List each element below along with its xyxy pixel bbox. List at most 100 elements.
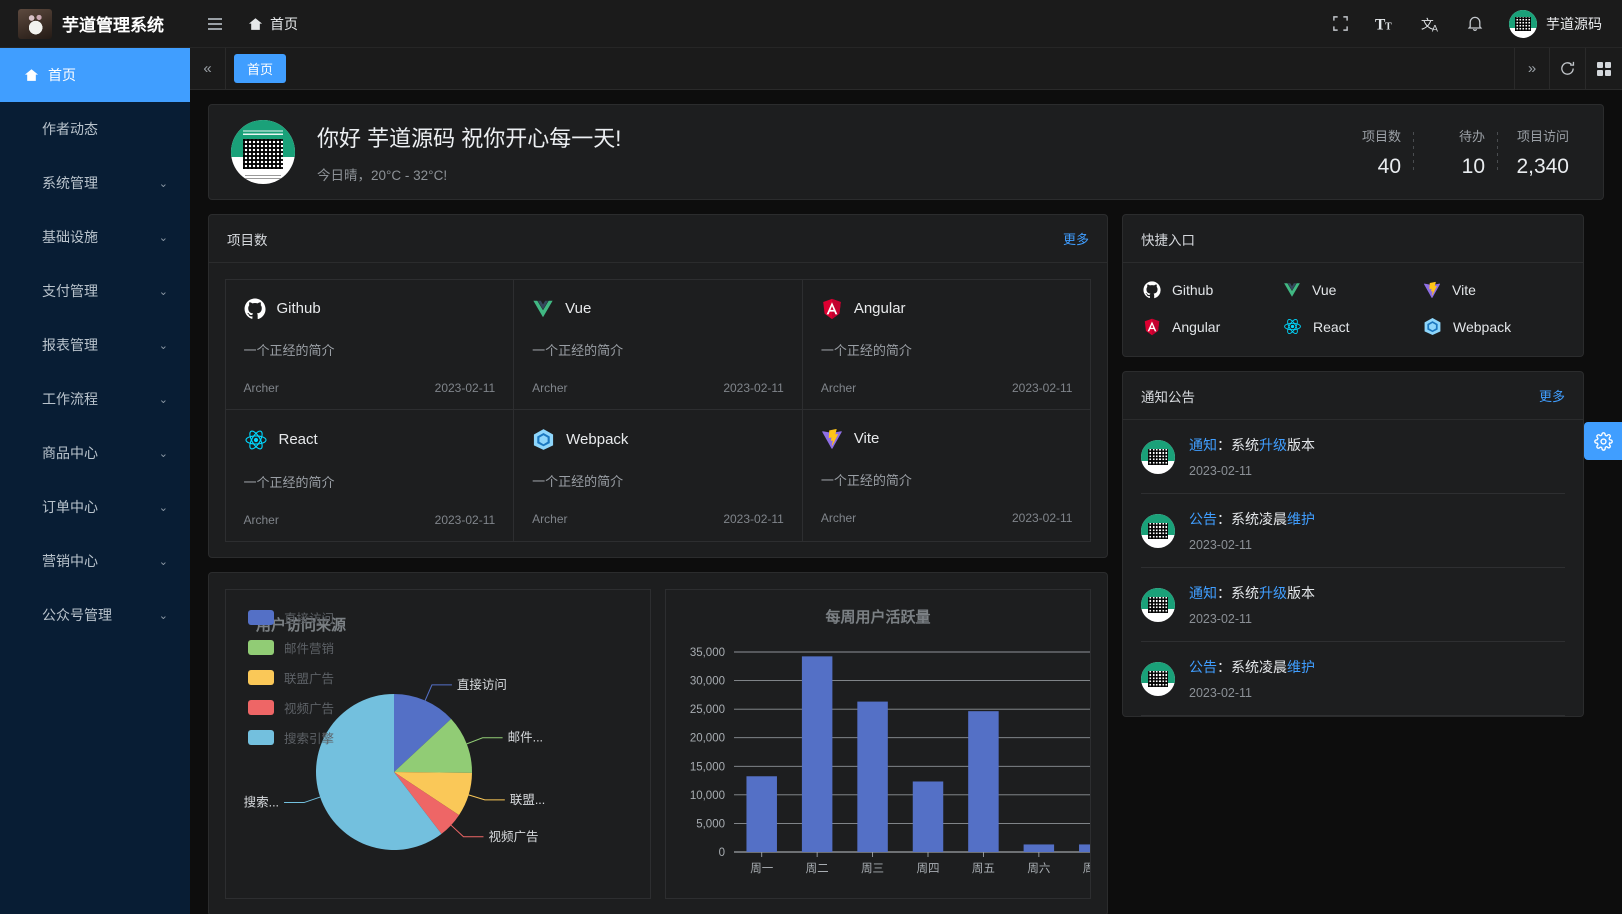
pie-slice-label: 搜索...: [244, 795, 279, 810]
legend-swatch: [248, 700, 274, 715]
notices-more-link[interactable]: 更多: [1538, 389, 1565, 404]
fullscreen-icon[interactable]: [1332, 15, 1349, 32]
bar[interactable]: [968, 711, 999, 852]
x-tick-label: 周五: [972, 862, 995, 875]
vue-icon: [532, 298, 554, 320]
list-item[interactable]: 公告：系统凌晨维护 2023-02-11: [1141, 494, 1565, 568]
bell-icon[interactable]: [1467, 15, 1483, 32]
pie-slice-label: 直接访问: [457, 677, 507, 692]
bar-chart[interactable]: 每周用户活跃量 0 5,000 10,000 15,000 20,000 25,000 30…: [665, 589, 1091, 899]
bar[interactable]: [1079, 844, 1091, 852]
notice-highlight: 升级: [1259, 437, 1287, 453]
pie-slice[interactable]: [394, 694, 452, 772]
notice-date: 2023-02-11: [1189, 464, 1253, 478]
y-tick-label: 30,000: [690, 676, 725, 688]
menu-collapse-icon[interactable]: [202, 12, 228, 36]
grid-icon[interactable]: [1586, 48, 1622, 89]
bar[interactable]: [1023, 844, 1055, 852]
legend-item: 搜索引擎: [248, 728, 334, 747]
sidebar-item-workflow[interactable]: 工作流程 ⌄: [0, 372, 190, 426]
panel-title: 快捷入口: [1141, 232, 1195, 248]
notice-prefix: 公告: [1189, 659, 1217, 675]
svg-text:T: T: [1375, 16, 1386, 33]
notice-sep: ：系统凌晨: [1217, 511, 1287, 527]
sidebar-item-official-account[interactable]: 公众号管理 ⌄: [0, 588, 190, 642]
tabs-scroll-left-icon[interactable]: «: [190, 48, 226, 89]
project-desc: 一个正经的简介: [820, 472, 912, 488]
legend-label: 视频广告: [284, 702, 335, 716]
project-name: Vite: [853, 430, 880, 447]
quick-entry-angular[interactable]: Angular: [1143, 317, 1283, 336]
project-card-github[interactable]: Github 一个正经的简介 Archer 2023-02-11: [224, 278, 515, 410]
quick-entry-label: Vite: [1452, 282, 1476, 298]
user-avatar-menu[interactable]: 芋道源码: [1509, 9, 1602, 38]
pie-slice[interactable]: [316, 694, 442, 850]
notices-header: 通知公告 更多: [1123, 372, 1583, 420]
refresh-icon[interactable]: [1550, 48, 1586, 89]
projects-more-link[interactable]: 更多: [1062, 232, 1089, 247]
app-logo-group[interactable]: 芋道管理系统: [0, 8, 190, 39]
sidebar-item-author-news[interactable]: 作者动态: [0, 102, 190, 156]
stat-todo: 待办 10: [1413, 126, 1497, 179]
bar[interactable]: [801, 656, 833, 852]
notice-suffix: 版本: [1287, 437, 1315, 453]
translate-icon[interactable]: 文 A: [1421, 15, 1441, 32]
quick-entry-vite[interactable]: Vite: [1423, 281, 1563, 299]
legend-swatch: [248, 640, 274, 655]
x-tick-label: 周日: [1083, 862, 1091, 875]
avatar: [1141, 439, 1175, 474]
chevron-down-icon: ⌄: [158, 285, 168, 298]
quick-entry-vue[interactable]: Vue: [1283, 281, 1423, 299]
chevron-down-icon: ⌄: [158, 231, 168, 244]
notice-sep: ：系统: [1217, 437, 1259, 453]
sidebar-item-order-center[interactable]: 订单中心 ⌄: [0, 480, 190, 534]
quick-entry-label: Angular: [1172, 318, 1221, 335]
project-name: React: [278, 431, 318, 448]
y-tick-label: 15,000: [690, 761, 725, 773]
tabs-scroll-right-icon[interactable]: »: [1514, 48, 1550, 89]
bar[interactable]: [746, 776, 777, 852]
settings-fab-button[interactable]: [1584, 422, 1622, 460]
project-name: Github: [276, 300, 321, 317]
pie-slice[interactable]: [394, 772, 472, 816]
sidebar-item-report-management[interactable]: 报表管理 ⌄: [0, 318, 190, 372]
breadcrumb[interactable]: 首页: [248, 14, 298, 34]
top-header: 芋道管理系统 首页 T T: [0, 0, 1622, 48]
sidebar-item-infrastructure[interactable]: 基础设施 ⌄: [0, 210, 190, 264]
pie-chart[interactable]: 用户访问来源 直接访问 邮件营销: [225, 589, 651, 899]
bar[interactable]: [857, 701, 888, 852]
bar[interactable]: [912, 781, 944, 852]
bar-chart-canvas: 0 5,000 10,000 15,000 20,000 25,000 30,000 35,0…: [690, 647, 1091, 875]
list-item[interactable]: 通知：系统升级版本 2023-02-11: [1141, 420, 1565, 494]
sidebar-item-payment-management[interactable]: 支付管理 ⌄: [0, 264, 190, 318]
quick-entry-webpack[interactable]: Webpack: [1423, 317, 1563, 336]
sidebar-item-product-center[interactable]: 商品中心 ⌄: [0, 426, 190, 480]
project-card-angular[interactable]: Angular 一个正经的简介 Archer 2023-02-11: [801, 278, 1092, 410]
sidebar-item-system-management[interactable]: 系统管理 ⌄: [0, 156, 190, 210]
bar-chart-title: 每周用户活跃量: [825, 609, 931, 626]
quick-entry-body: Github Vue Vite: [1123, 263, 1583, 356]
notice-title: 公告：系统凌晨维护: [1189, 659, 1315, 675]
project-card-vite[interactable]: Vite 一个正经的简介 Archer 2023-02-11: [801, 408, 1092, 542]
webpack-icon: [1423, 317, 1442, 336]
list-item[interactable]: 通知：系统升级版本 2023-02-11: [1141, 568, 1565, 642]
notice-highlight: 维护: [1287, 511, 1315, 527]
sidebar-item-marketing-center[interactable]: 营销中心 ⌄: [0, 534, 190, 588]
tab-home[interactable]: 首页: [234, 54, 287, 83]
x-tick-label: 周六: [1027, 862, 1050, 875]
pie-slice[interactable]: [394, 718, 472, 773]
project-card-vue[interactable]: Vue 一个正经的简介 Archer 2023-02-11: [513, 278, 803, 410]
project-card-webpack[interactable]: Webpack 一个正经的简介 Archer 2023-02-11: [513, 408, 803, 542]
list-item[interactable]: 公告：系统凌晨维护 2023-02-11: [1141, 642, 1565, 716]
sidebar-item-home[interactable]: 首页: [0, 48, 190, 102]
quick-entry-github[interactable]: Github: [1143, 281, 1283, 299]
weather-text: 今日晴，20°C - 32°C!: [317, 167, 448, 183]
project-card-react[interactable]: React 一个正经的简介 Archer 2023-02-11: [224, 408, 515, 542]
sidebar-item-label: 基础设施: [42, 229, 98, 245]
stat-label: 项目访问: [1516, 128, 1569, 144]
quick-entry-label: Github: [1172, 282, 1214, 298]
quick-entry-react[interactable]: React: [1283, 317, 1423, 336]
font-size-icon[interactable]: T T: [1375, 15, 1395, 33]
notice-highlight: 升级: [1259, 585, 1287, 601]
pie-slice[interactable]: [394, 772, 460, 834]
